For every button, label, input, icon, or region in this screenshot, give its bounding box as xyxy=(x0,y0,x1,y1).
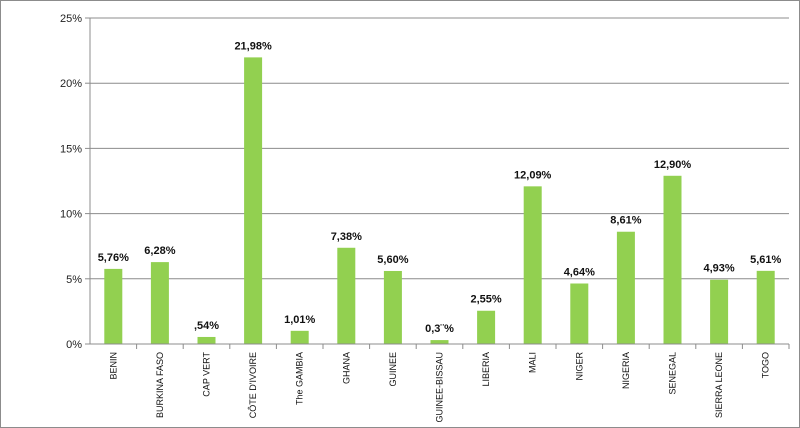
y-tick-label: 20% xyxy=(60,78,82,90)
x-category-label: SENEGAL xyxy=(668,352,678,395)
data-label: 4,64% xyxy=(564,266,595,278)
data-label: 12,90% xyxy=(654,159,692,171)
x-category-label: BENIN xyxy=(108,352,118,380)
y-tick-label: 15% xyxy=(60,143,82,155)
y-axis-ticks: 0% 5% 10% 15% 20% 25% xyxy=(60,13,82,351)
bar xyxy=(710,279,729,344)
y-tick-label: 25% xyxy=(60,13,82,25)
bar xyxy=(756,270,775,344)
data-label: 0,3¨% xyxy=(425,323,454,335)
data-label: 4,93% xyxy=(703,263,734,275)
axes xyxy=(89,18,789,345)
data-label: 5,61% xyxy=(750,254,781,266)
x-category-label: GUINEE xyxy=(388,352,398,387)
bars xyxy=(104,57,775,344)
data-label: 7,38% xyxy=(331,231,362,243)
x-category-label: CAP VERT xyxy=(202,352,212,397)
x-category-label: SIERRA LEONE xyxy=(714,352,724,418)
data-label: 2,55% xyxy=(470,294,501,306)
y-tick-label: 5% xyxy=(66,274,82,286)
data-label: 5,76% xyxy=(98,252,129,264)
x-category-label: The GAMBIA xyxy=(295,352,305,405)
x-category-label: LIBERIA xyxy=(481,352,491,387)
bar xyxy=(523,186,542,344)
bar xyxy=(197,336,216,344)
x-category-label: GUINEE-BISSAU xyxy=(435,352,445,423)
x-category-label: NIGERIA xyxy=(621,352,631,389)
x-category-label: NIGER xyxy=(574,352,584,381)
bar xyxy=(244,57,263,344)
bar xyxy=(290,330,309,344)
bar xyxy=(663,175,682,344)
bar xyxy=(570,283,589,344)
data-label: 6,28% xyxy=(144,245,175,257)
bar xyxy=(616,231,635,344)
gridlines xyxy=(85,17,790,349)
x-axis-categories: BENIN BURKINA FASO CAP VERT CÔTE D'IVOIRE Th… xyxy=(108,352,770,423)
x-category-label: TOGO xyxy=(761,352,771,378)
data-label: 21,98% xyxy=(234,40,272,52)
data-label: ,54% xyxy=(194,320,219,332)
x-category-label: MALI xyxy=(528,352,538,373)
bar xyxy=(104,268,123,344)
data-label: 5,60% xyxy=(377,254,408,266)
bar xyxy=(337,247,356,344)
data-label: 12,09% xyxy=(514,169,552,181)
bar xyxy=(477,310,496,344)
y-tick-label: 0% xyxy=(66,339,82,351)
bar xyxy=(383,270,402,344)
x-category-label: BURKINA FASO xyxy=(155,352,165,418)
data-labels: 5,76% 6,28% ,54% 21,98% 1,01% 7,38% 5,60% 0,3¨%… xyxy=(98,40,782,335)
data-label: 1,01% xyxy=(284,314,315,326)
x-category-label: CÔTE D'IVOIRE xyxy=(248,352,258,418)
bar xyxy=(150,262,169,344)
x-category-label: GHANA xyxy=(341,352,351,384)
bar xyxy=(430,340,449,344)
data-label: 8,61% xyxy=(610,215,641,227)
y-tick-label: 10% xyxy=(60,209,82,221)
